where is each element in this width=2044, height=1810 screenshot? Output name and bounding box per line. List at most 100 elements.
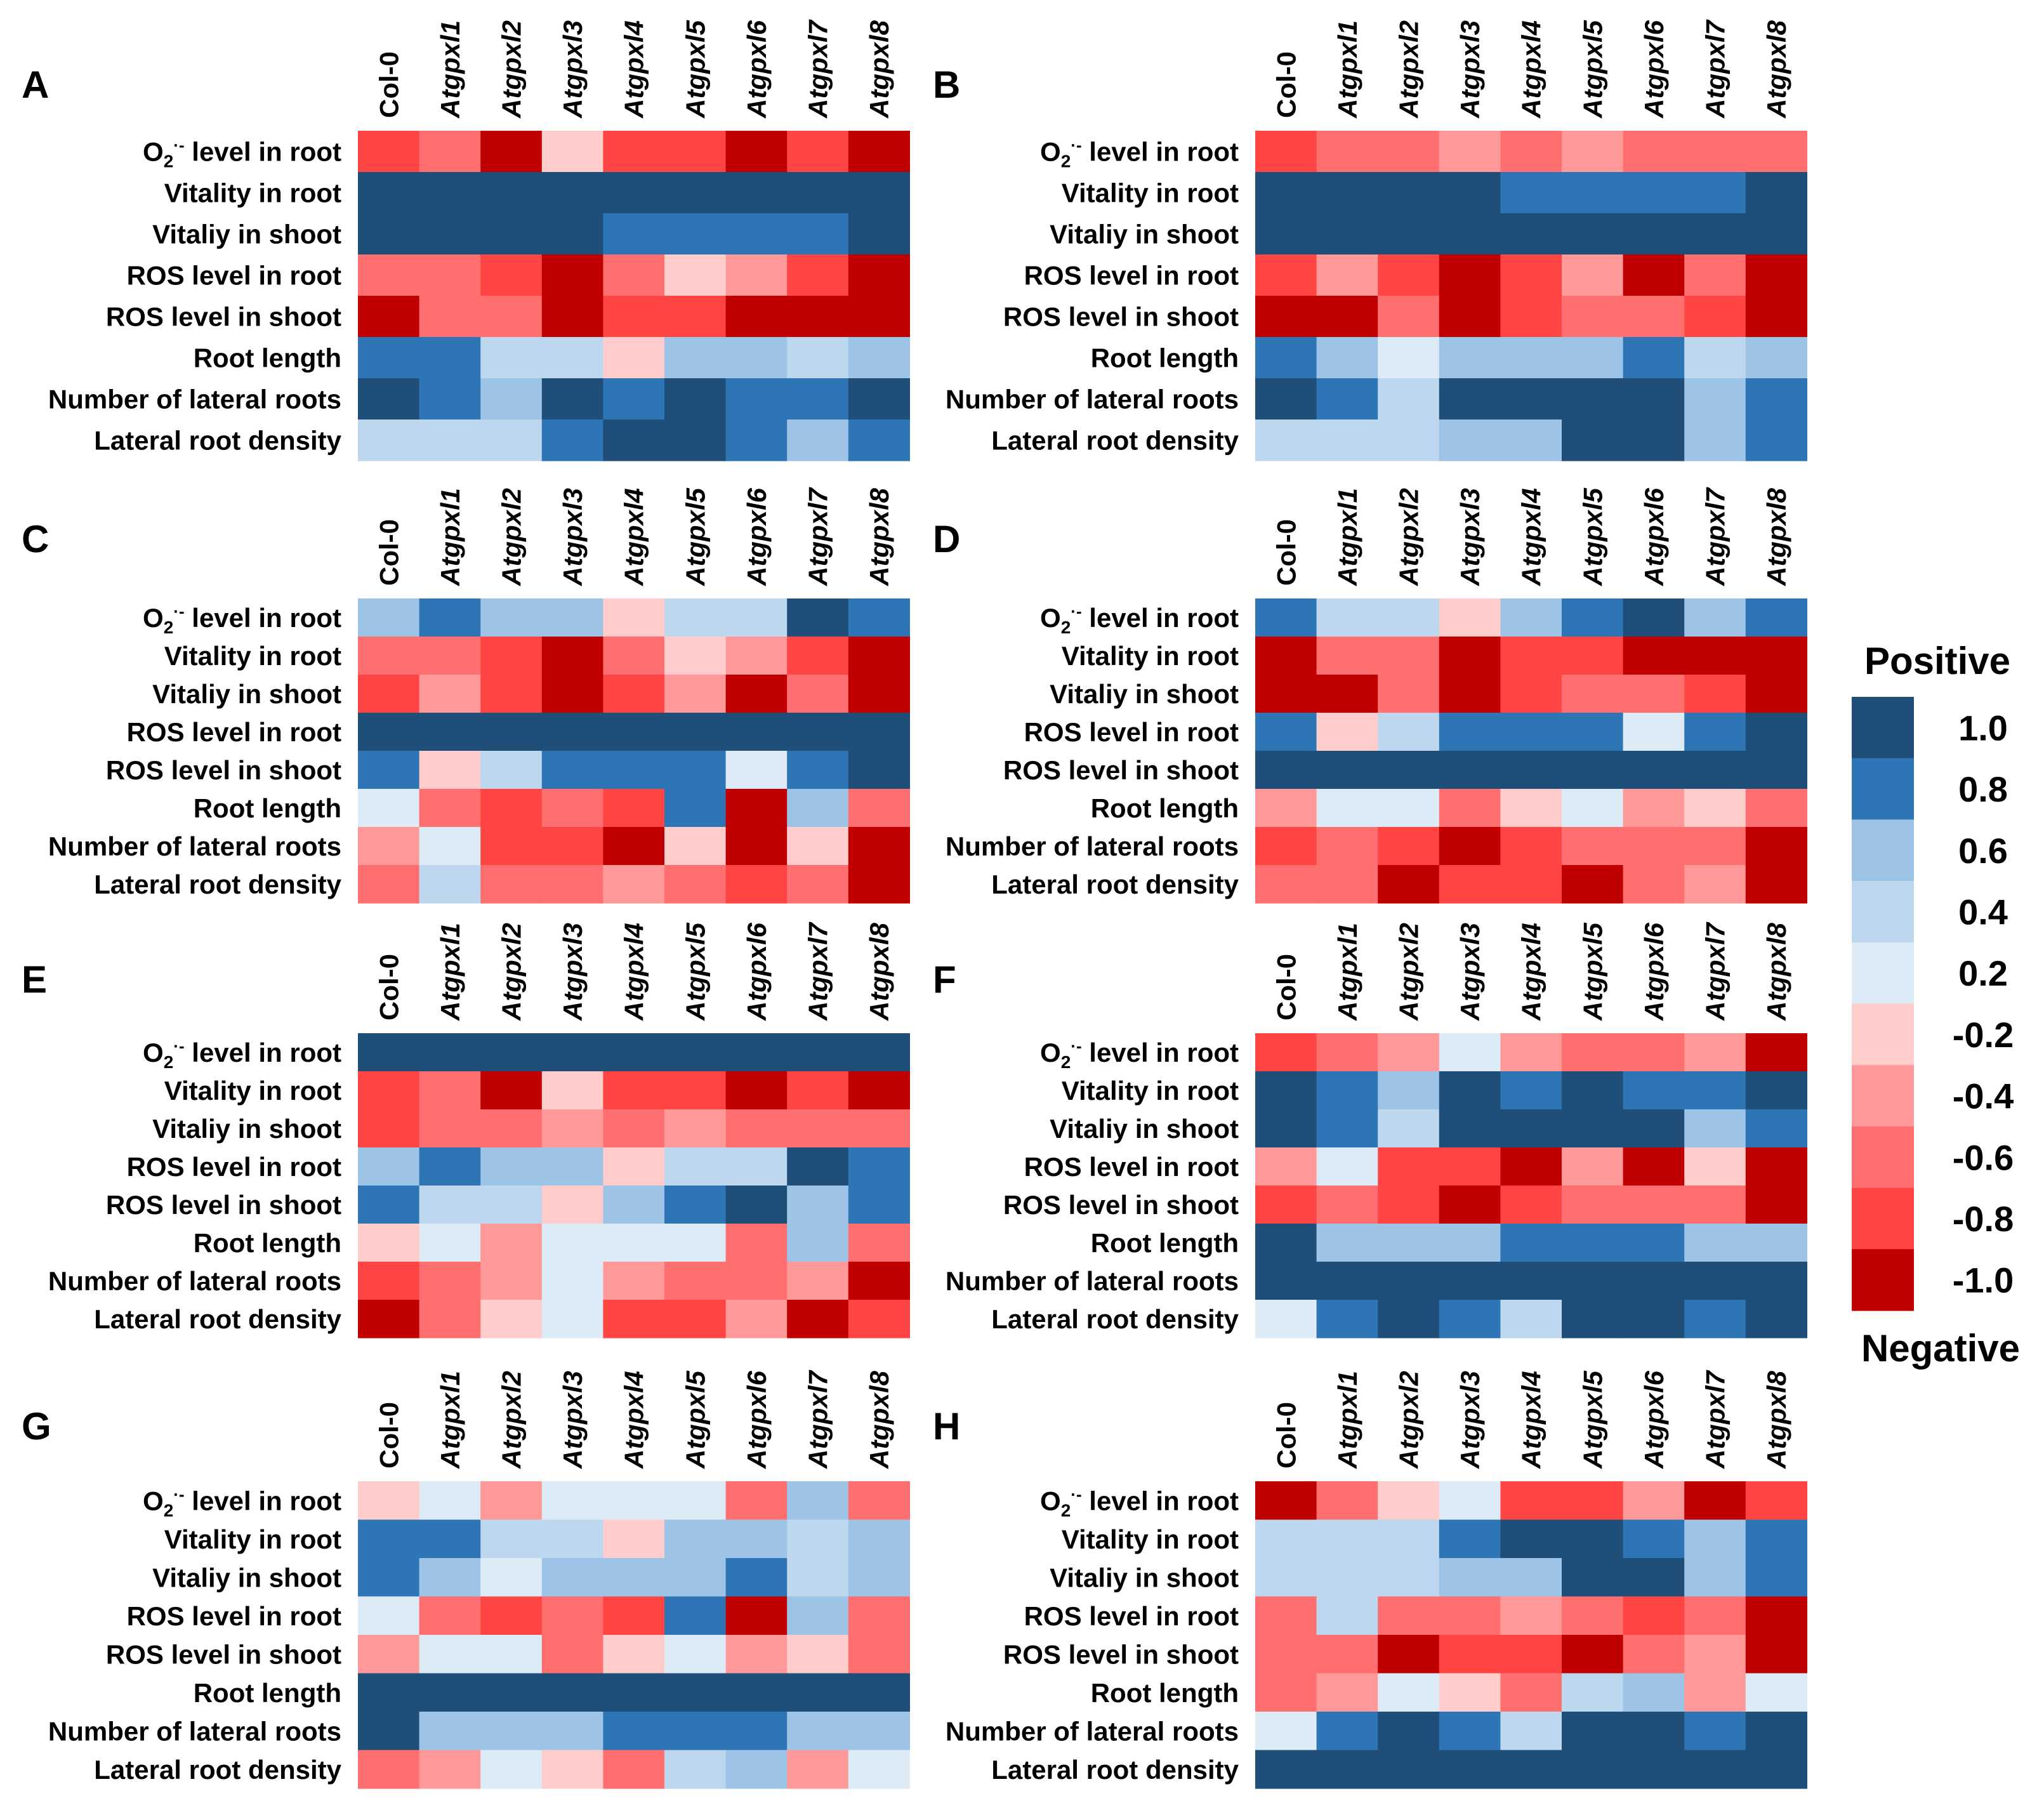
- heatmap-cell-a-r1-c2: [480, 172, 543, 214]
- heatmap-cell-c-r7-c0: [358, 865, 420, 904]
- heatmap-cell-e-r5-c6: [725, 1224, 788, 1262]
- heatmap-cell-e-r4-c5: [664, 1186, 727, 1224]
- heatmap-cell-g-r6-c7: [787, 1712, 849, 1751]
- legend-swatch-5: [1852, 1003, 1914, 1066]
- heatmap-cell-d-r3-c7: [1684, 713, 1746, 751]
- row-label-superscript: ·-: [173, 1484, 184, 1503]
- legend-tick-label-5: -0.2: [1953, 1015, 2014, 1055]
- column-label-f-atgpxl3: Atgpxl3: [1455, 923, 1485, 1021]
- heatmap-cell-c-r0-c4: [603, 598, 665, 637]
- heatmap-cell-b-r3-c1: [1316, 254, 1378, 296]
- column-label-a-atgpxl5: Atgpxl5: [680, 20, 710, 119]
- heatmap-cell-h-r2-c3: [1439, 1558, 1501, 1597]
- column-label-c-atgpxl5: Atgpxl5: [680, 487, 710, 586]
- column-label-h-atgpxl6: Atgpxl6: [1639, 1370, 1669, 1469]
- heatmap-cell-b-r5-c1: [1316, 337, 1378, 379]
- heatmap-cell-h-r3-c4: [1500, 1596, 1562, 1635]
- heatmap-cell-e-r4-c1: [419, 1186, 481, 1224]
- column-label-f-atgpxl6: Atgpxl6: [1639, 922, 1669, 1021]
- heatmap-cell-f-r2-c8: [1745, 1109, 1807, 1148]
- heatmap-cell-d-r0-c7: [1684, 598, 1746, 637]
- heatmap-cell-e-r1-c8: [848, 1071, 910, 1110]
- heatmap-cell-g-r7-c3: [541, 1750, 603, 1789]
- heatmap-cell-d-r5-c7: [1684, 789, 1746, 828]
- heatmap-cell-b-r6-c4: [1500, 378, 1562, 420]
- heatmap-cell-e-r1-c3: [541, 1071, 603, 1110]
- legend-swatch-9: [1852, 1249, 1914, 1311]
- heatmap-cell-h-r2-c5: [1562, 1558, 1624, 1597]
- heatmap-cell-g-r0-c3: [541, 1481, 603, 1521]
- row-label-text: level in root: [1082, 603, 1239, 633]
- heatmap-cell-c-r0-c6: [725, 598, 788, 637]
- heatmap-cell-d-r7-c6: [1623, 865, 1685, 904]
- row-label-b-7: Lateral root density: [991, 426, 1239, 456]
- heatmap-cell-e-r5-c3: [541, 1224, 603, 1262]
- heatmap-cell-c-r7-c4: [603, 865, 665, 904]
- heatmap-cell-a-r0-c5: [664, 131, 727, 173]
- heatmap-cell-g-r5-c4: [603, 1673, 665, 1712]
- heatmap-cell-e-r0-c4: [603, 1033, 665, 1072]
- heatmap-cell-b-r3-c7: [1684, 254, 1746, 296]
- column-label-h-atgpxl8: Atgpxl8: [1762, 1370, 1791, 1469]
- heatmap-cell-h-r4-c6: [1623, 1635, 1685, 1674]
- row-label-a-4: ROS level in shoot: [106, 302, 341, 332]
- heatmap-cell-g-r7-c1: [419, 1750, 481, 1789]
- heatmap-cell-g-r4-c3: [541, 1635, 603, 1674]
- heatmap-cell-b-r3-c0: [1255, 254, 1317, 296]
- column-label-e-atgpxl2: Atgpxl2: [497, 923, 527, 1021]
- heatmap-cell-b-r4-c7: [1684, 296, 1746, 338]
- row-label-b-0: O2·- level in root: [1040, 136, 1239, 171]
- row-label-c-7: Lateral root density: [94, 869, 341, 899]
- heatmap-cell-g-r6-c8: [848, 1712, 910, 1751]
- column-label-d-atgpxl4: Atgpxl4: [1517, 488, 1546, 586]
- row-label-o: O: [143, 1486, 164, 1516]
- heatmap-cell-a-r5-c2: [480, 337, 543, 379]
- heatmap-cell-f-r3-c1: [1316, 1147, 1378, 1186]
- heatmap-cell-f-r0-c1: [1316, 1033, 1378, 1072]
- row-label-h-2: Vitaliy in shoot: [1050, 1562, 1239, 1592]
- heatmap-cell-b-r0-c5: [1562, 131, 1624, 173]
- heatmap-cell-e-r2-c1: [419, 1109, 481, 1148]
- heatmap-cell-g-r5-c8: [848, 1673, 910, 1712]
- heatmap-cell-f-r1-c7: [1684, 1071, 1746, 1110]
- heatmap-cell-g-r0-c8: [848, 1481, 910, 1521]
- column-label-g-atgpxl3: Atgpxl3: [558, 1371, 588, 1469]
- heatmap-cell-d-r1-c1: [1316, 637, 1378, 675]
- heatmap-cell-a-r6-c5: [664, 378, 727, 420]
- heatmap-cell-h-r2-c6: [1623, 1558, 1685, 1597]
- column-label-b-atgpxl8: Atgpxl8: [1762, 20, 1791, 119]
- heatmap-cell-h-r3-c5: [1562, 1596, 1624, 1635]
- row-label-h-7: Lateral root density: [991, 1755, 1239, 1785]
- heatmap-cell-h-r1-c3: [1439, 1519, 1501, 1559]
- heatmap-cell-b-r7-c4: [1500, 419, 1562, 461]
- heatmap-cell-b-r0-c1: [1316, 131, 1378, 173]
- heatmap-cell-b-r6-c6: [1623, 378, 1685, 420]
- heatmap-cell-a-r7-c6: [725, 419, 788, 461]
- panel-c: C O2·- level in root Vitality in root Vital…: [22, 487, 910, 904]
- row-label-e-2: Vitaliy in shoot: [152, 1114, 341, 1144]
- heatmap-cell-g-r3-c0: [358, 1596, 420, 1635]
- row-label-o: O: [1040, 603, 1061, 633]
- heatmap-cell-a-r5-c7: [787, 337, 849, 379]
- heatmap-cell-b-r3-c2: [1378, 254, 1440, 296]
- heatmap-cell-f-r3-c7: [1684, 1147, 1746, 1186]
- heatmap-cell-h-r4-c8: [1745, 1635, 1807, 1674]
- heatmap-cell-g-r7-c7: [787, 1750, 849, 1789]
- heatmap-cell-a-r0-c7: [787, 131, 849, 173]
- heatmap-cell-h-r7-c8: [1745, 1750, 1807, 1789]
- heatmap-cell-h-r6-c7: [1684, 1712, 1746, 1751]
- heatmap-cell-f-r7-c7: [1684, 1300, 1746, 1338]
- column-label-e-atgpxl4: Atgpxl4: [619, 923, 649, 1021]
- heatmap-cell-b-r4-c3: [1439, 296, 1501, 338]
- heatmap-cell-d-r0-c5: [1562, 598, 1624, 637]
- heatmap-cell-h-r6-c3: [1439, 1712, 1501, 1751]
- heatmap-cell-f-r0-c3: [1439, 1033, 1501, 1072]
- heatmap-cell-g-r0-c2: [480, 1481, 543, 1521]
- heatmap-cell-a-r7-c2: [480, 419, 543, 461]
- heatmap-cell-c-r1-c2: [480, 637, 543, 675]
- heatmap-cell-h-r3-c0: [1255, 1596, 1317, 1635]
- heatmap-cell-c-r1-c0: [358, 637, 420, 675]
- heatmap-cell-a-r0-c3: [541, 131, 603, 173]
- row-label-b-6: Number of lateral roots: [946, 385, 1239, 414]
- heatmap-cell-d-r3-c8: [1745, 713, 1807, 751]
